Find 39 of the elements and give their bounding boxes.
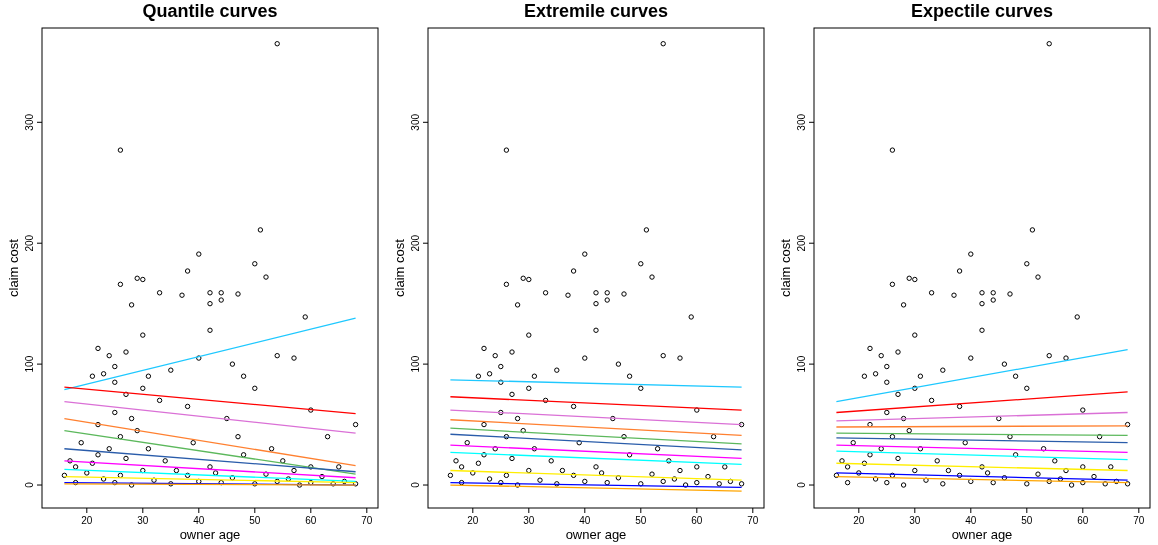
x-tick-label: 40 xyxy=(579,515,591,526)
chart-title: Expectile curves xyxy=(910,1,1054,21)
x-tick-label: 70 xyxy=(361,515,373,526)
x-tick-label: 30 xyxy=(909,515,921,526)
x-axis-title: owner age xyxy=(565,527,627,542)
x-tick-label: 60 xyxy=(1077,515,1089,526)
y-tick-label: 200 xyxy=(796,234,807,252)
x-tick-label: 50 xyxy=(1021,515,1033,526)
x-tick-label: 60 xyxy=(305,515,317,526)
x-tick-label: 40 xyxy=(965,515,977,526)
x-tick-label: 20 xyxy=(853,515,865,526)
x-tick-label: 70 xyxy=(747,515,759,526)
y-tick-label: 100 xyxy=(410,355,421,373)
x-tick-label: 30 xyxy=(137,515,149,526)
y-tick-label: 300 xyxy=(796,113,807,131)
y-tick-label: 0 xyxy=(796,481,807,488)
y-tick-label: 200 xyxy=(24,234,35,252)
chart-title: Quantile curves xyxy=(142,1,278,21)
chart-title: Extremile curves xyxy=(523,1,669,21)
x-tick-label: 30 xyxy=(523,515,535,526)
x-axis-title: owner age xyxy=(951,527,1013,542)
y-axis-title: claim cost xyxy=(778,238,793,297)
y-tick-label: 0 xyxy=(410,481,421,488)
x-tick-label: 50 xyxy=(249,515,261,526)
y-tick-label: 300 xyxy=(410,113,421,131)
y-tick-label: 100 xyxy=(796,355,807,373)
y-tick-label: 0 xyxy=(24,481,35,488)
x-tick-label: 20 xyxy=(467,515,479,526)
x-tick-label: 50 xyxy=(635,515,647,526)
x-tick-label: 60 xyxy=(691,515,703,526)
y-axis-title: claim cost xyxy=(6,238,21,297)
y-tick-label: 300 xyxy=(24,113,35,131)
y-tick-label: 200 xyxy=(410,234,421,252)
x-tick-label: 40 xyxy=(193,515,205,526)
x-tick-label: 20 xyxy=(81,515,93,526)
x-axis-title: owner age xyxy=(179,527,241,542)
x-tick-label: 70 xyxy=(1133,515,1145,526)
y-tick-label: 100 xyxy=(24,355,35,373)
y-axis-title: claim cost xyxy=(392,238,407,297)
